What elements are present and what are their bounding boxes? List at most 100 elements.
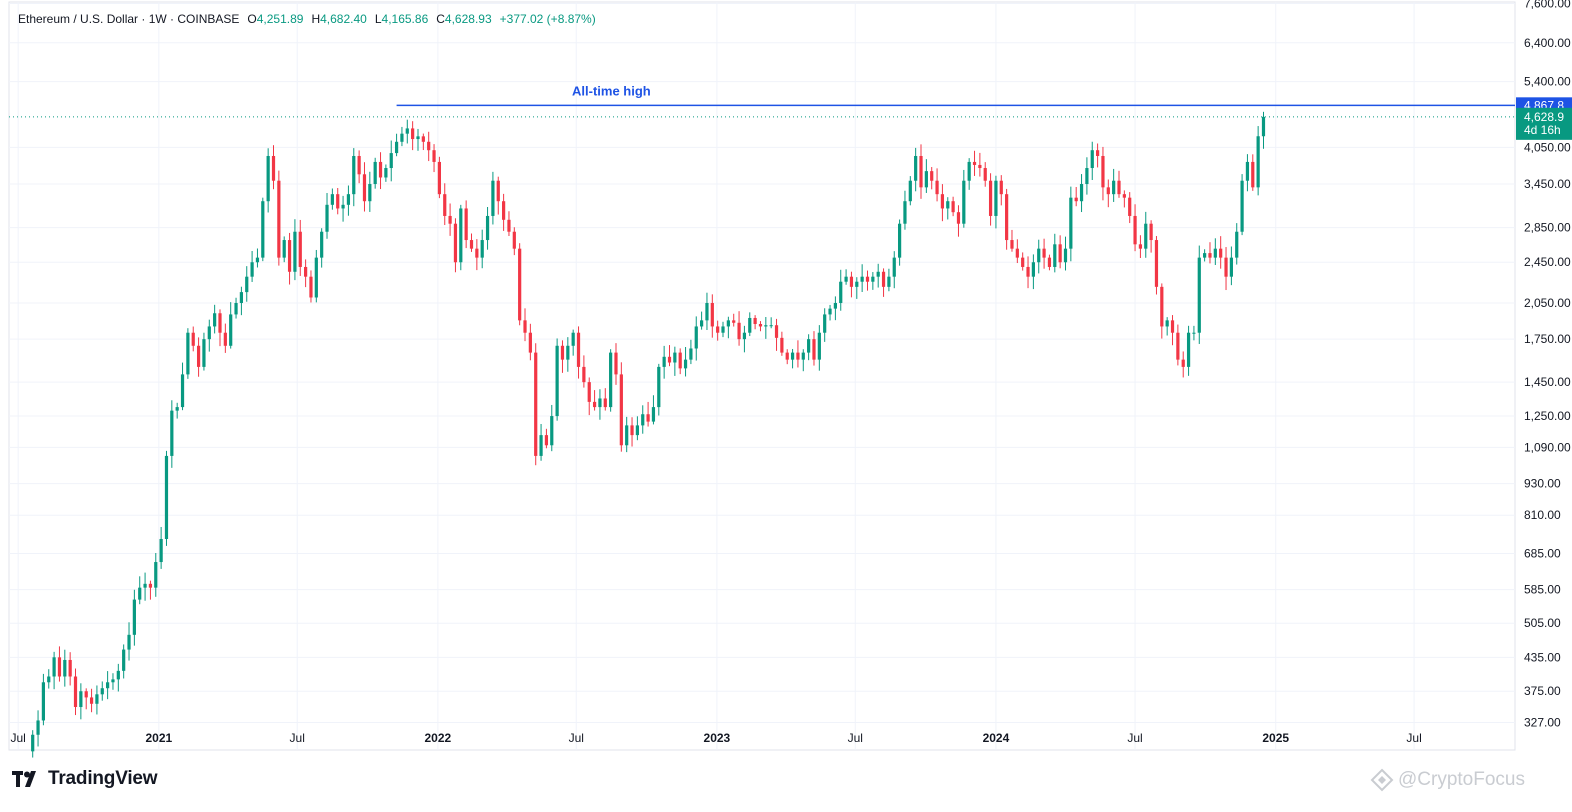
- candle[interactable]: [207, 319, 211, 352]
- candle[interactable]: [362, 162, 367, 212]
- candle[interactable]: [967, 158, 971, 190]
- candle[interactable]: [1208, 242, 1212, 264]
- candle[interactable]: [1101, 146, 1105, 201]
- candle[interactable]: [946, 197, 950, 220]
- candle[interactable]: [132, 589, 136, 646]
- candle[interactable]: [352, 148, 356, 207]
- tradingview-logo[interactable]: TradingView: [12, 768, 158, 790]
- candle[interactable]: [769, 317, 773, 329]
- candle[interactable]: [63, 649, 67, 687]
- candle[interactable]: [1181, 351, 1185, 378]
- candle[interactable]: [373, 157, 377, 189]
- candle[interactable]: [903, 190, 907, 230]
- candle[interactable]: [796, 340, 800, 368]
- candle[interactable]: [325, 193, 329, 239]
- candle[interactable]: [764, 317, 768, 339]
- candle[interactable]: [988, 173, 993, 226]
- candle[interactable]: [1170, 315, 1175, 346]
- candle[interactable]: [555, 338, 559, 421]
- candle[interactable]: [657, 363, 661, 416]
- candle[interactable]: [266, 148, 270, 213]
- candle[interactable]: [1053, 233, 1057, 273]
- candle[interactable]: [459, 204, 463, 271]
- candle[interactable]: [1063, 236, 1068, 271]
- candle[interactable]: [73, 668, 78, 716]
- candle[interactable]: [341, 195, 345, 222]
- candle[interactable]: [1138, 235, 1143, 258]
- candle[interactable]: [801, 349, 805, 372]
- candle[interactable]: [357, 150, 361, 184]
- candle[interactable]: [978, 152, 982, 177]
- candle[interactable]: [587, 377, 591, 416]
- candle[interactable]: [89, 688, 94, 713]
- candle[interactable]: [213, 304, 217, 334]
- candle[interactable]: [582, 355, 586, 388]
- candle[interactable]: [298, 219, 302, 276]
- candle[interactable]: [57, 646, 62, 682]
- candles[interactable]: [31, 111, 1266, 758]
- candle[interactable]: [673, 346, 677, 376]
- candle[interactable]: [625, 416, 629, 453]
- candle[interactable]: [1224, 247, 1228, 291]
- candle[interactable]: [202, 332, 206, 371]
- candle[interactable]: [502, 193, 506, 231]
- candle[interactable]: [1090, 141, 1094, 181]
- candle[interactable]: [726, 316, 730, 339]
- candle[interactable]: [833, 296, 837, 321]
- candle[interactable]: [780, 331, 784, 356]
- candle[interactable]: [79, 683, 83, 720]
- candle[interactable]: [491, 171, 495, 225]
- candle[interactable]: [1261, 111, 1266, 149]
- candle[interactable]: [983, 162, 987, 187]
- candle[interactable]: [935, 168, 939, 202]
- candle[interactable]: [1149, 220, 1153, 253]
- candle[interactable]: [138, 576, 142, 605]
- candle[interactable]: [523, 308, 527, 342]
- candle[interactable]: [1165, 317, 1169, 336]
- candle[interactable]: [196, 337, 201, 377]
- candle[interactable]: [122, 644, 126, 679]
- candle[interactable]: [887, 268, 891, 292]
- candle[interactable]: [255, 248, 260, 268]
- candle[interactable]: [1112, 168, 1116, 202]
- candle[interactable]: [394, 133, 399, 157]
- candle[interactable]: [36, 710, 40, 747]
- candle[interactable]: [234, 297, 238, 319]
- candle[interactable]: [277, 170, 281, 266]
- candle[interactable]: [1074, 187, 1078, 207]
- candle[interactable]: [774, 318, 779, 351]
- candle[interactable]: [651, 395, 656, 425]
- candle[interactable]: [919, 144, 923, 199]
- candle[interactable]: [287, 232, 292, 285]
- candle[interactable]: [320, 228, 324, 268]
- candle[interactable]: [940, 184, 945, 222]
- candle[interactable]: [111, 673, 115, 690]
- candle[interactable]: [785, 349, 789, 365]
- candle[interactable]: [346, 185, 351, 216]
- candle[interactable]: [507, 211, 511, 237]
- candle[interactable]: [592, 390, 597, 411]
- candle[interactable]: [314, 249, 318, 303]
- candle[interactable]: [405, 119, 409, 144]
- candle[interactable]: [1186, 325, 1191, 376]
- candle[interactable]: [550, 404, 554, 452]
- candle[interactable]: [1256, 126, 1260, 196]
- candle[interactable]: [223, 323, 227, 353]
- candle[interactable]: [994, 175, 998, 229]
- candle[interactable]: [1240, 174, 1244, 236]
- candle[interactable]: [1245, 154, 1250, 192]
- candle[interactable]: [1037, 239, 1041, 274]
- candle[interactable]: [881, 268, 886, 297]
- candle[interactable]: [1219, 236, 1223, 269]
- candle[interactable]: [100, 681, 104, 701]
- candle[interactable]: [678, 348, 682, 375]
- candle[interactable]: [560, 340, 565, 373]
- candle[interactable]: [1015, 239, 1019, 264]
- candle[interactable]: [807, 334, 811, 361]
- candle[interactable]: [1213, 238, 1217, 266]
- candle[interactable]: [416, 128, 420, 151]
- candle[interactable]: [1176, 324, 1180, 366]
- candle[interactable]: [619, 362, 623, 452]
- candle[interactable]: [469, 233, 474, 252]
- candle[interactable]: [748, 312, 752, 337]
